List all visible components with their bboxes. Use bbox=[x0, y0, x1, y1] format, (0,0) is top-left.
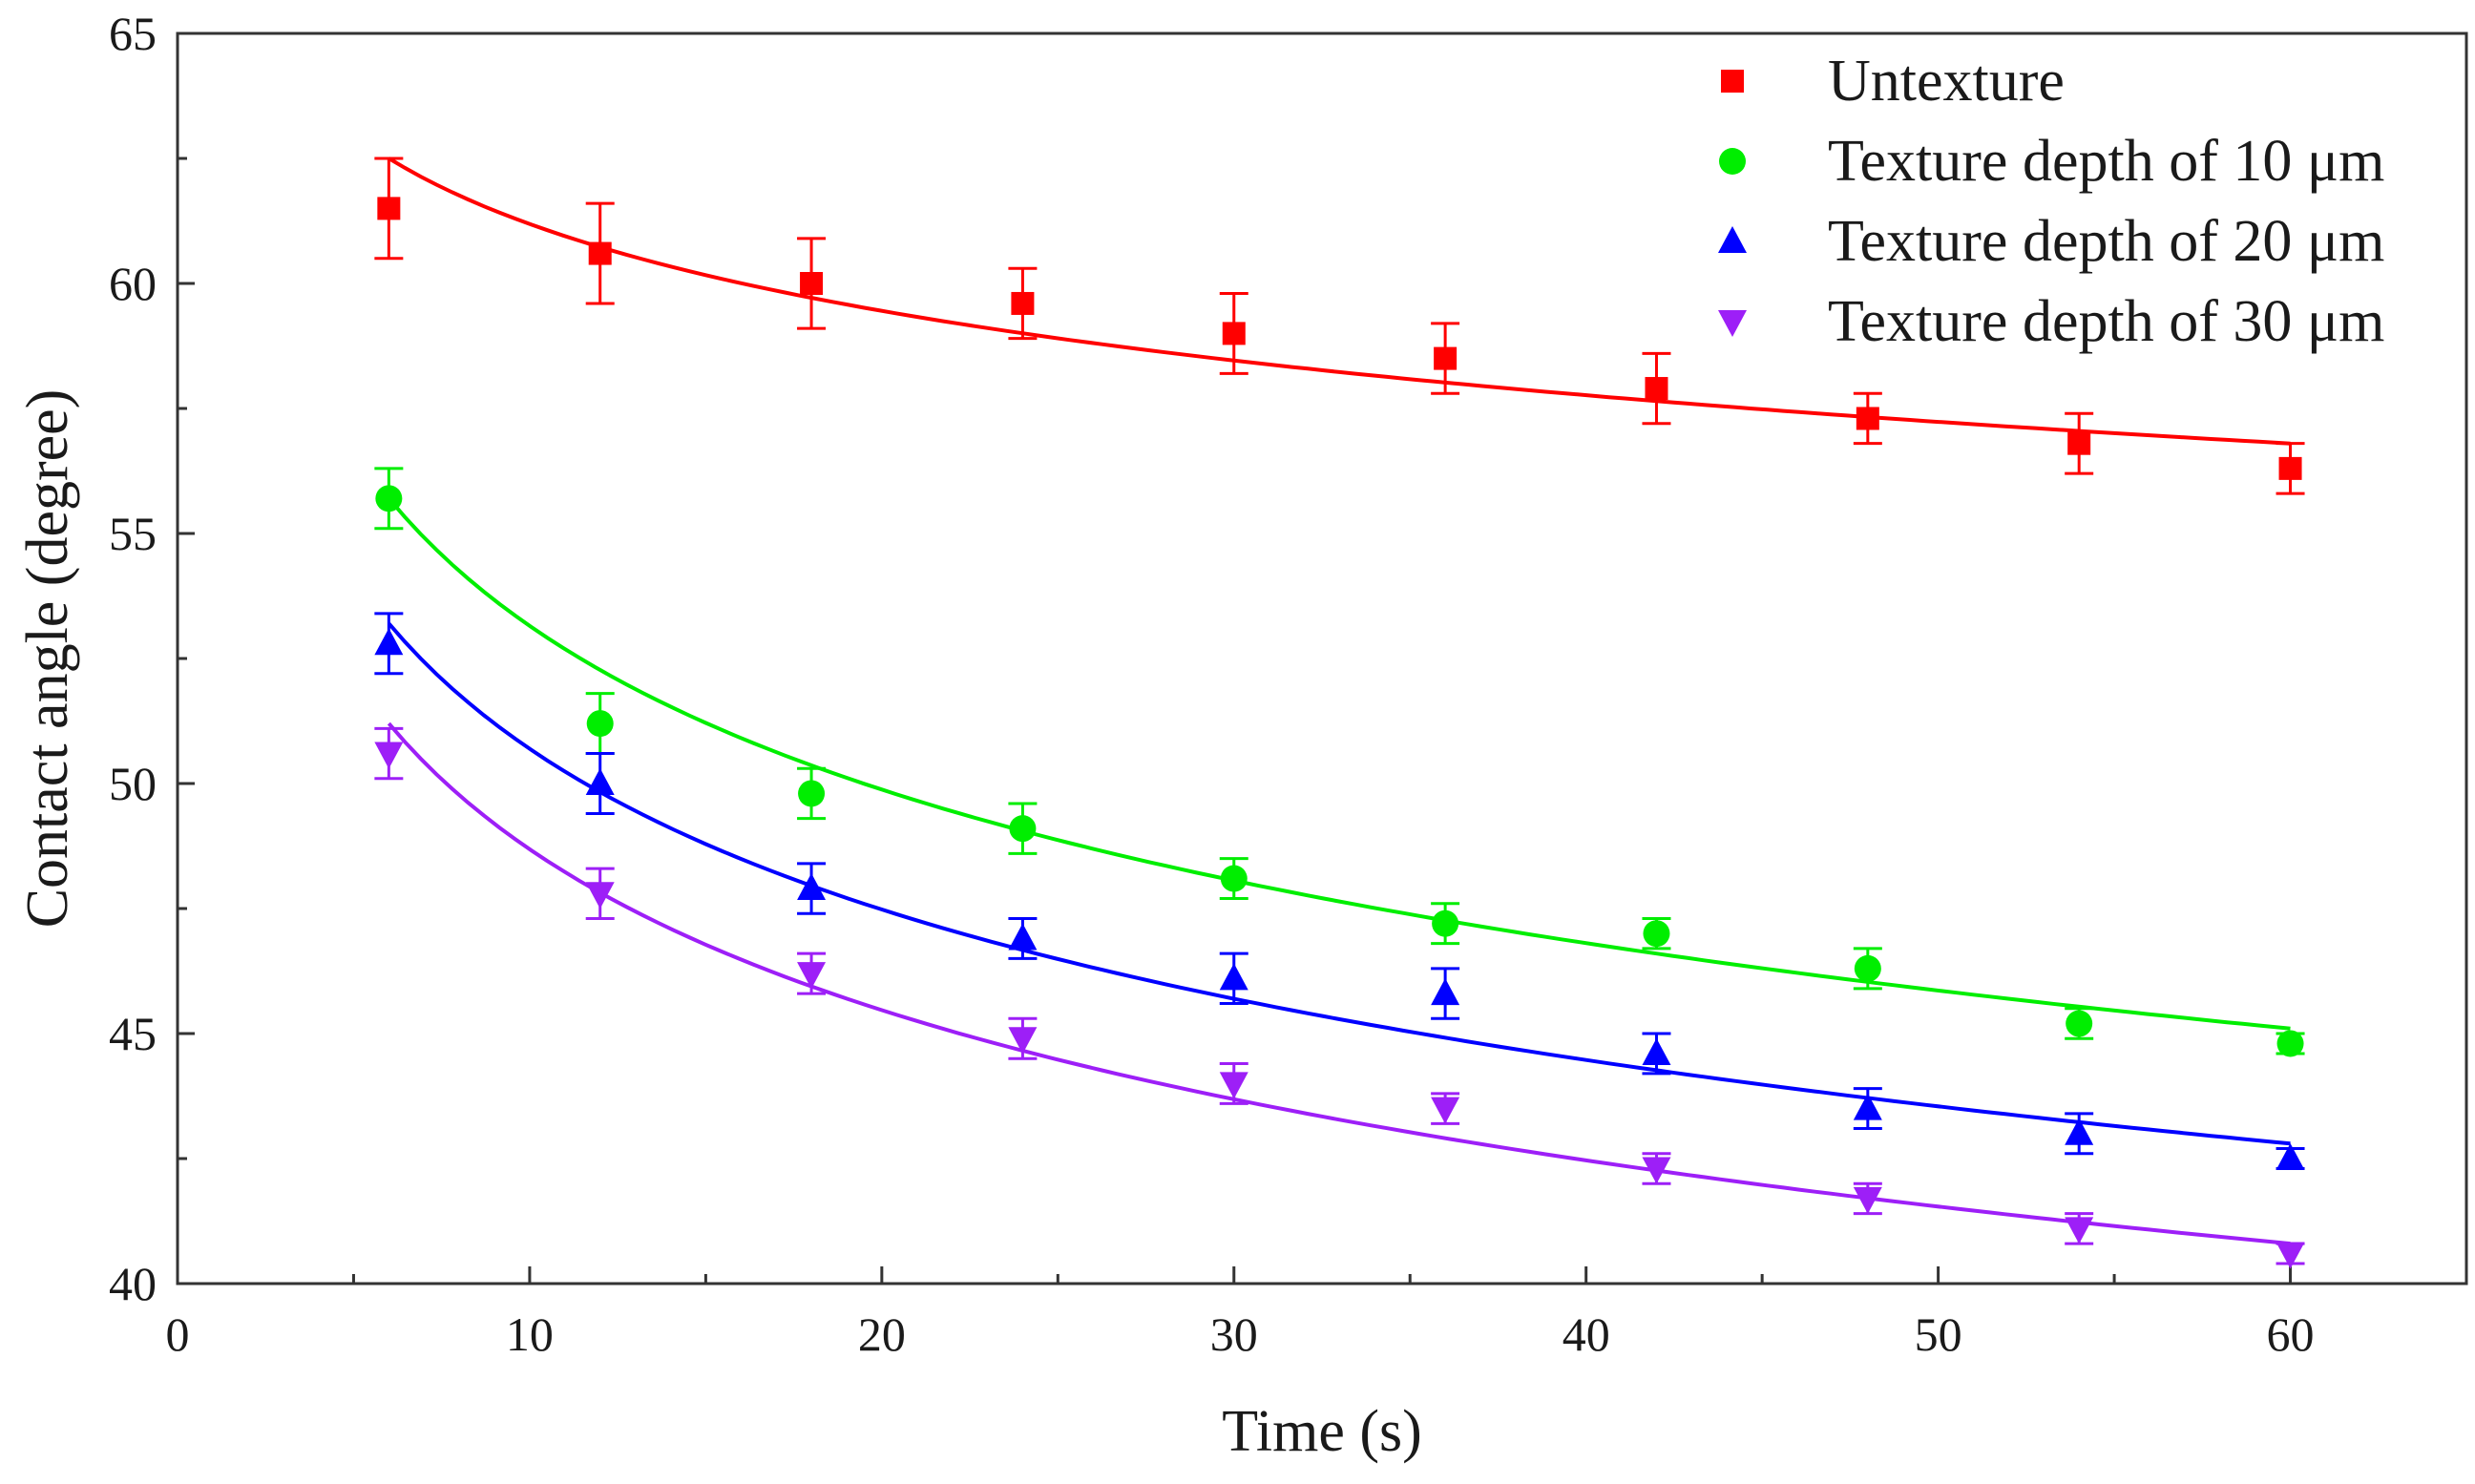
fit-curve bbox=[387, 621, 2291, 1146]
data-point bbox=[1220, 865, 1248, 892]
data-point bbox=[1432, 909, 1459, 937]
legend: Untexture Texture depth of 10 μm Texture d… bbox=[1718, 49, 2384, 354]
data-point bbox=[588, 241, 612, 265]
x-axis-title: Time (s) bbox=[1222, 1399, 1422, 1464]
data-point bbox=[1219, 1072, 1248, 1099]
y-tick-label: 45 bbox=[109, 1007, 157, 1060]
data-point bbox=[2276, 1030, 2304, 1057]
data-point bbox=[377, 197, 401, 220]
y-tick-label: 55 bbox=[109, 507, 157, 560]
legend-label: Texture depth of 30 μm bbox=[1828, 289, 2384, 354]
data-point bbox=[1434, 346, 1458, 370]
fit-curve bbox=[387, 721, 2291, 1246]
y-tick-label: 50 bbox=[109, 757, 157, 810]
series-group bbox=[374, 467, 2305, 1057]
x-tick-label: 30 bbox=[1210, 1307, 1258, 1361]
legend-marker bbox=[1721, 70, 1744, 93]
data-point bbox=[1856, 407, 1879, 430]
y-axis-title: Contact angle (degree) bbox=[15, 389, 80, 929]
data-point bbox=[1222, 322, 1246, 345]
data-point bbox=[1642, 1157, 1671, 1184]
data-point bbox=[2066, 1010, 2093, 1037]
legend-marker bbox=[1718, 226, 1747, 253]
x-tick-label: 40 bbox=[1563, 1307, 1610, 1361]
axis-ticks: 0 10 20 30 40 50 60 40 45 50 55 60 65 bbox=[109, 7, 2315, 1361]
data-point bbox=[2065, 1118, 2094, 1145]
fit-curve bbox=[387, 496, 2291, 1031]
legend-label: Texture depth of 20 μm bbox=[1828, 209, 2384, 274]
data-point bbox=[1009, 815, 1037, 843]
x-tick-label: 10 bbox=[506, 1307, 554, 1361]
y-tick-label: 60 bbox=[109, 257, 157, 310]
data-point bbox=[2278, 456, 2302, 480]
data-point bbox=[375, 485, 403, 512]
data-point bbox=[797, 962, 827, 990]
data-point bbox=[1854, 954, 1881, 982]
x-tick-label: 20 bbox=[858, 1307, 906, 1361]
data-point bbox=[1431, 1097, 1460, 1124]
data-point bbox=[1008, 1027, 1038, 1055]
data-point bbox=[1008, 923, 1038, 951]
data-point bbox=[2065, 1217, 2094, 1244]
series-group bbox=[374, 157, 2305, 495]
series-group bbox=[374, 726, 2305, 1269]
data-point bbox=[2067, 431, 2091, 455]
fit-curves bbox=[387, 157, 2291, 1246]
legend-marker bbox=[1719, 148, 1746, 175]
data-point bbox=[2276, 1143, 2305, 1170]
x-tick-label: 60 bbox=[2267, 1307, 2315, 1361]
series-group bbox=[374, 612, 2305, 1170]
data-point bbox=[1011, 291, 1035, 315]
legend-marker bbox=[1718, 310, 1747, 337]
data-point bbox=[1853, 1186, 1882, 1214]
fit-curve bbox=[388, 157, 2291, 446]
data-point bbox=[800, 272, 824, 295]
data-point bbox=[798, 780, 826, 807]
data-point bbox=[1219, 963, 1248, 991]
y-tick-label: 40 bbox=[109, 1257, 157, 1310]
data-points bbox=[374, 157, 2305, 1269]
data-point bbox=[586, 710, 614, 738]
data-point bbox=[1431, 978, 1460, 1006]
data-point bbox=[1853, 1093, 1882, 1120]
data-point bbox=[374, 628, 404, 656]
data-point bbox=[2276, 1242, 2305, 1269]
data-point bbox=[1642, 1037, 1671, 1065]
data-point bbox=[374, 742, 404, 769]
data-point bbox=[585, 882, 615, 909]
x-tick-label: 50 bbox=[1915, 1307, 1962, 1361]
legend-label: Untexture bbox=[1828, 49, 2065, 114]
data-point bbox=[585, 768, 615, 795]
data-point bbox=[797, 873, 827, 901]
x-tick-label: 0 bbox=[166, 1307, 190, 1361]
data-point bbox=[1643, 920, 1670, 948]
data-point bbox=[1645, 377, 1668, 401]
y-tick-label: 65 bbox=[109, 7, 157, 60]
legend-label: Texture depth of 10 μm bbox=[1828, 129, 2384, 194]
